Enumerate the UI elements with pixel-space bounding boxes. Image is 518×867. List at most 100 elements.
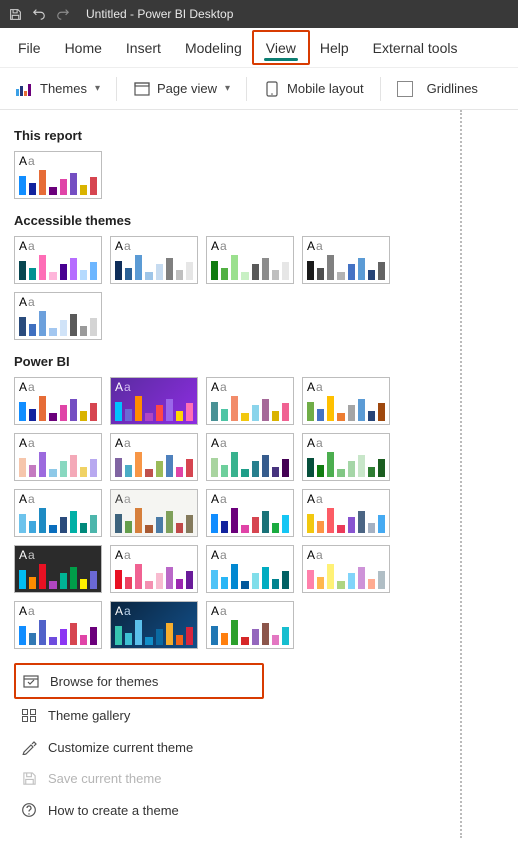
menu-file[interactable]: File [6, 28, 53, 67]
bars-preview [115, 254, 193, 280]
aa-preview: Aa [307, 437, 385, 449]
menu-home[interactable]: Home [53, 28, 114, 67]
bars-preview [19, 169, 97, 195]
aa-preview: Aa [19, 296, 97, 308]
menu-view[interactable]: View [254, 28, 308, 67]
theme-swatch[interactable]: Aa [110, 601, 198, 649]
menu-label: Home [65, 40, 102, 56]
separator [116, 77, 117, 101]
pageview-label: Page view [157, 81, 217, 96]
theme-swatch[interactable]: Aa [14, 236, 102, 284]
save-theme-icon [20, 771, 38, 786]
theme-swatch[interactable]: Aa [14, 377, 102, 425]
theme-swatch[interactable]: Aa [302, 489, 390, 537]
aa-preview: Aa [115, 549, 193, 561]
bars-preview [307, 451, 385, 477]
theme-swatch[interactable]: Aa [14, 433, 102, 481]
bars-preview [19, 451, 97, 477]
undo-icon[interactable] [32, 7, 46, 21]
theme-swatch[interactable]: Aa [14, 601, 102, 649]
theme-swatch[interactable]: Aa [14, 545, 102, 593]
bars-preview [307, 563, 385, 589]
theme-swatch[interactable]: Aa [302, 545, 390, 593]
aa-preview: Aa [211, 240, 289, 252]
theme-swatch[interactable]: Aa [302, 377, 390, 425]
bars-preview [115, 395, 193, 421]
theme-swatch[interactable]: Aa [14, 292, 102, 340]
bars-preview [211, 507, 289, 533]
menu-label: File [18, 40, 41, 56]
theme-swatch[interactable]: Aa [110, 545, 198, 593]
customize-label: Customize current theme [48, 740, 193, 755]
theme-swatch[interactable]: Aa [110, 236, 198, 284]
redo-icon[interactable] [56, 7, 70, 21]
aa-preview: Aa [19, 381, 97, 393]
titlebar: Untitled - Power BI Desktop [0, 0, 518, 28]
bars-preview [19, 310, 97, 336]
bars-preview [115, 451, 193, 477]
menu-label: Insert [126, 40, 161, 56]
pageview-dropdown[interactable]: Page view ▾ [125, 80, 238, 98]
theme-grid-this-report: Aa [14, 151, 446, 199]
save-icon[interactable] [8, 8, 22, 21]
gridlines-checkbox[interactable] [397, 81, 413, 97]
howto-label: How to create a theme [48, 803, 179, 818]
theme-swatch[interactable]: Aa [302, 236, 390, 284]
menu-external-tools[interactable]: External tools [361, 28, 470, 67]
mobile-label: Mobile layout [287, 81, 364, 96]
menu-modeling[interactable]: Modeling [173, 28, 254, 67]
menu-label: External tools [373, 40, 458, 56]
theme-swatch[interactable]: Aa [206, 489, 294, 537]
customize-icon [20, 739, 38, 755]
theme-swatch[interactable]: Aa [110, 433, 198, 481]
theme-swatch[interactable]: Aa [206, 545, 294, 593]
ribbon: Themes ▾ Page view ▾ Mobile layout Gridl… [0, 68, 518, 110]
bars-preview [211, 395, 289, 421]
gridlines-toggle[interactable]: Gridlines [389, 81, 486, 97]
browse-icon [22, 673, 40, 689]
menu-insert[interactable]: Insert [114, 28, 173, 67]
save-theme-label: Save current theme [48, 771, 161, 786]
window-title: Untitled - Power BI Desktop [86, 7, 233, 21]
theme-swatch[interactable]: Aa [14, 489, 102, 537]
theme-swatch[interactable]: Aa [110, 377, 198, 425]
bars-preview [19, 254, 97, 280]
bars-preview [115, 619, 193, 645]
menu-help[interactable]: Help [308, 28, 361, 67]
aa-preview: Aa [19, 437, 97, 449]
aa-preview: Aa [115, 493, 193, 505]
theme-swatch[interactable]: Aa [206, 377, 294, 425]
pageview-icon [133, 80, 151, 98]
mobile-layout-button[interactable]: Mobile layout [255, 80, 372, 98]
theme-gallery[interactable]: Theme gallery [14, 699, 446, 731]
theme-grid-powerbi: AaAaAaAaAaAaAaAaAaAaAaAaAaAaAaAaAaAaAa [14, 377, 446, 649]
aa-preview: Aa [211, 381, 289, 393]
theme-swatch[interactable]: Aa [110, 489, 198, 537]
theme-swatch[interactable]: Aa [206, 433, 294, 481]
aa-preview: Aa [115, 381, 193, 393]
aa-preview: Aa [19, 493, 97, 505]
browse-label: Browse for themes [50, 674, 158, 689]
theme-swatch[interactable]: Aa [206, 601, 294, 649]
themes-icon [16, 80, 34, 98]
aa-preview: Aa [307, 549, 385, 561]
separator [380, 77, 381, 101]
gallery-label: Theme gallery [48, 708, 130, 723]
themes-dropdown[interactable]: Themes ▾ [8, 80, 108, 98]
gallery-icon [20, 707, 38, 723]
themes-panel: This report Aa Accessible themes AaAaAaA… [0, 110, 462, 838]
browse-for-themes[interactable]: Browse for themes [16, 665, 262, 697]
customize-theme[interactable]: Customize current theme [14, 731, 446, 763]
bars-preview [115, 507, 193, 533]
separator [246, 77, 247, 101]
aa-preview: Aa [307, 381, 385, 393]
theme-swatch[interactable]: Aa [14, 151, 102, 199]
how-to-create-theme[interactable]: How to create a theme [14, 794, 446, 826]
aa-preview: Aa [19, 155, 97, 167]
help-icon [20, 802, 38, 818]
menu-label: Help [320, 40, 349, 56]
bars-preview [115, 563, 193, 589]
theme-swatch[interactable]: Aa [302, 433, 390, 481]
bars-preview [19, 619, 97, 645]
theme-swatch[interactable]: Aa [206, 236, 294, 284]
